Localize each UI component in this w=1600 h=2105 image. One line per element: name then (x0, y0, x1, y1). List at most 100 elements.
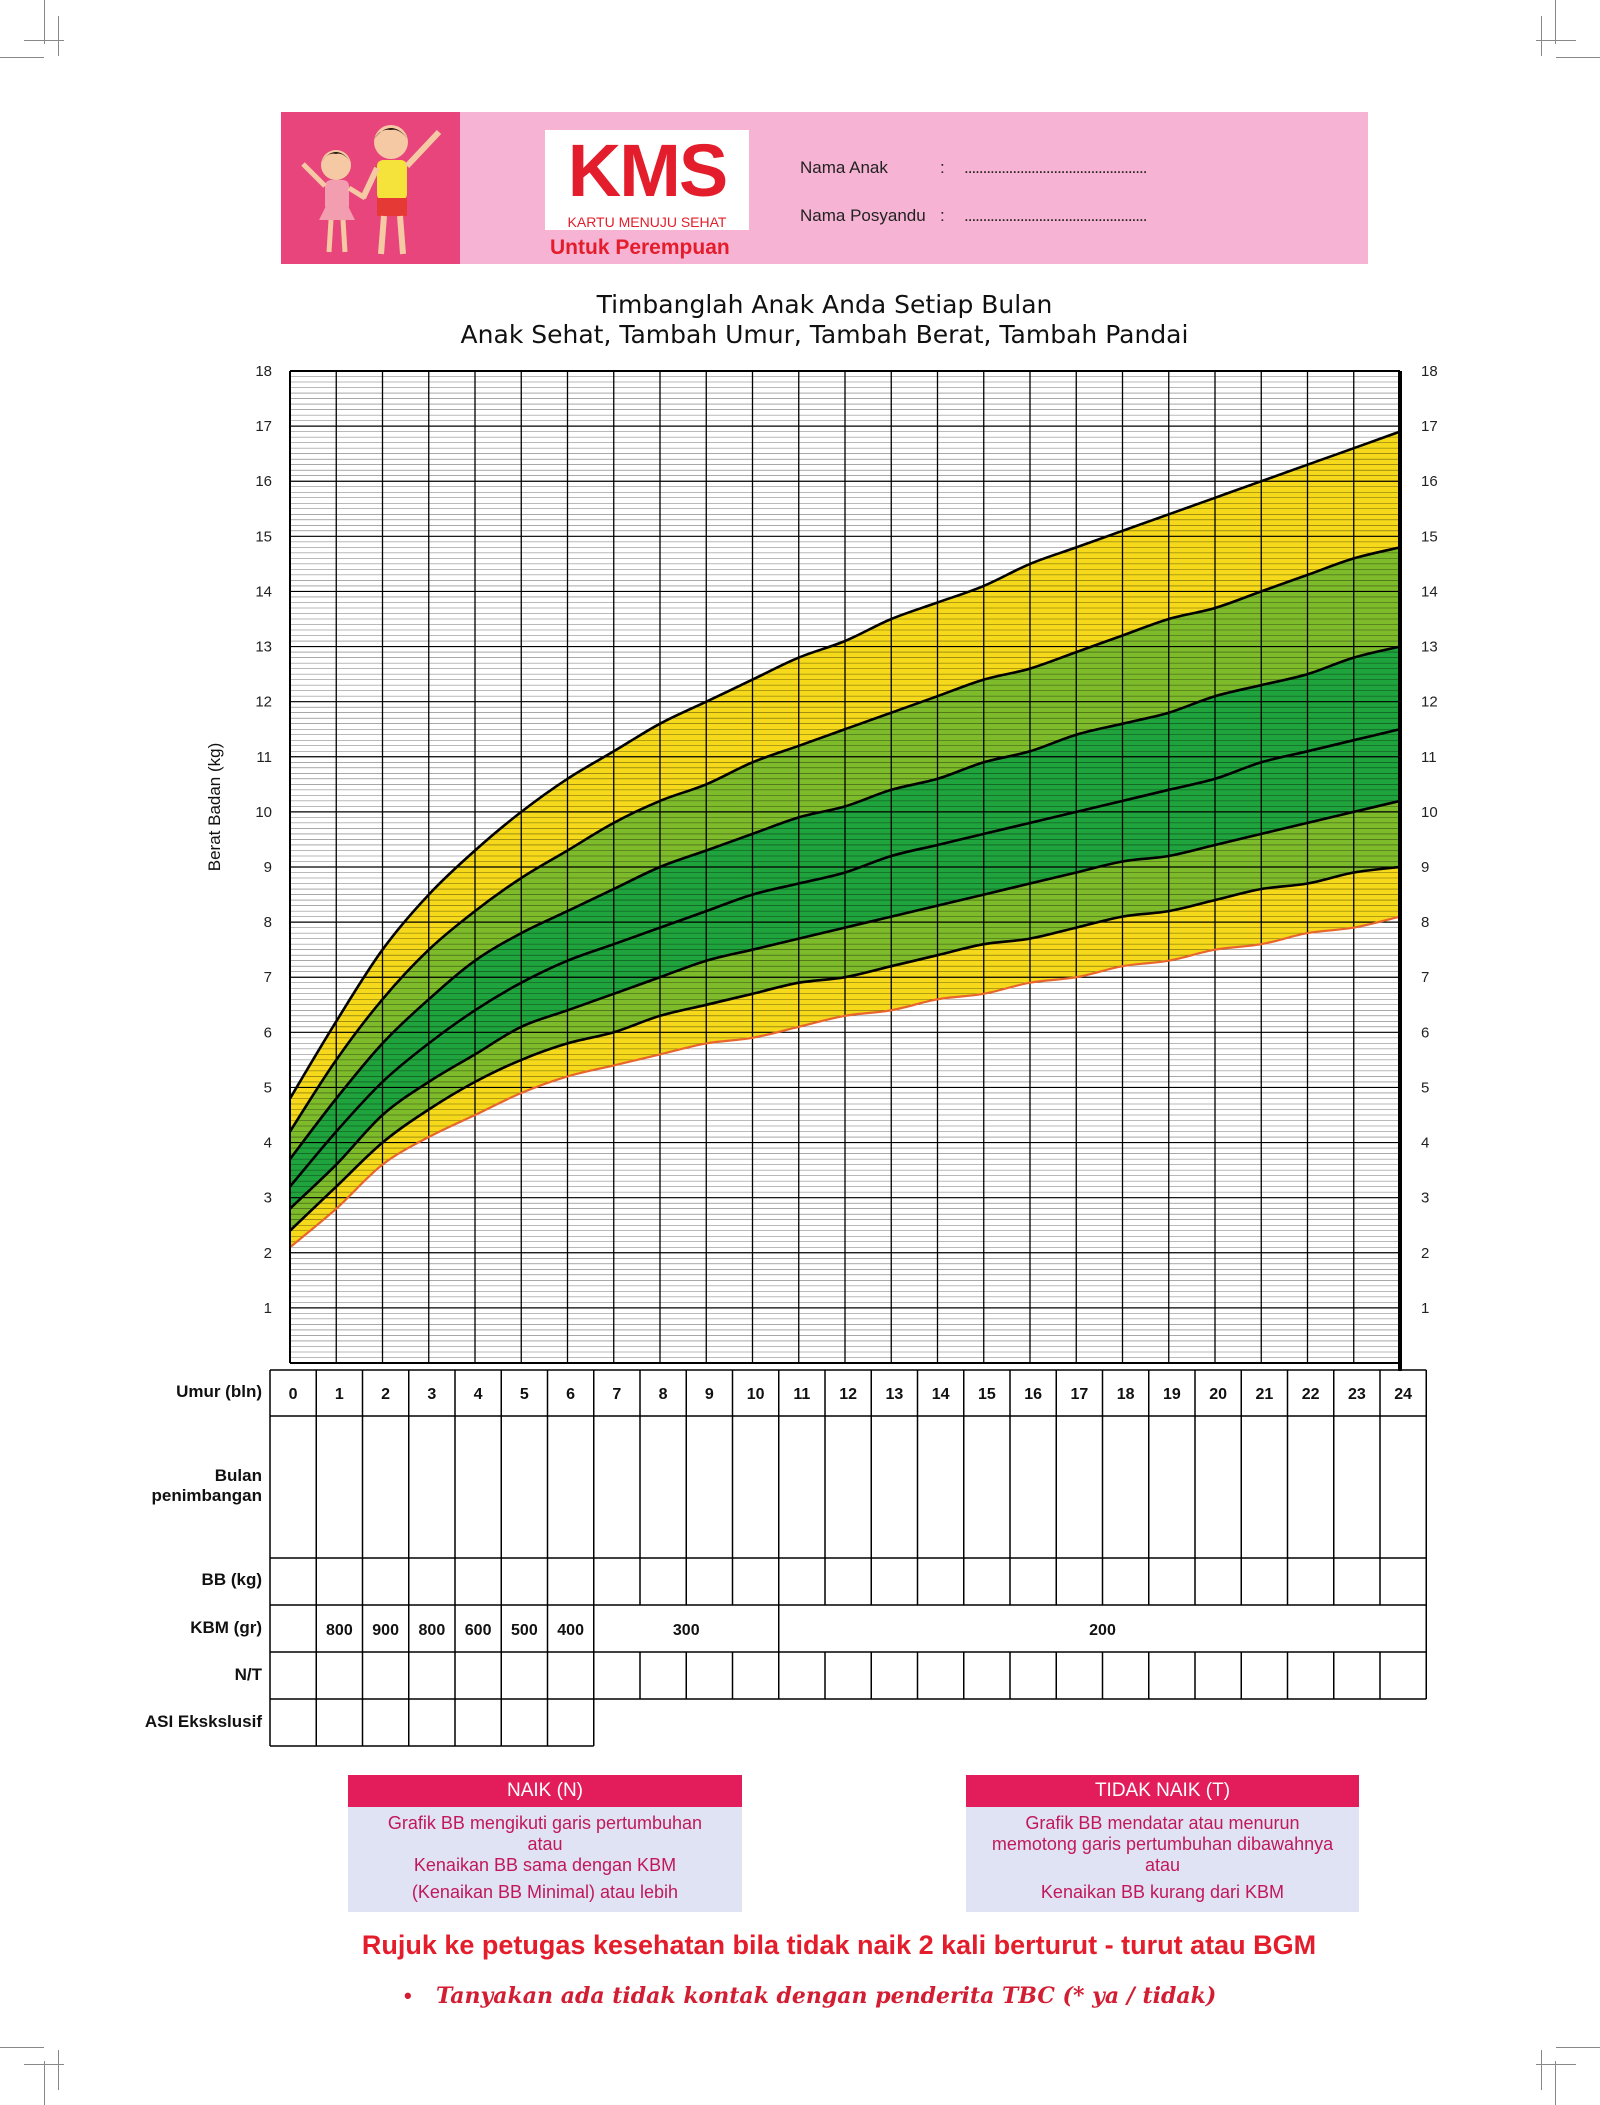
age-cell-label: 12 (839, 1386, 857, 1403)
naik-info-box: NAIK (N) Grafik BB mengikuti garis pertu… (348, 1775, 742, 1912)
age-cell-label: 23 (1348, 1386, 1366, 1403)
field-label-posyandu: Nama Posyandu (800, 206, 926, 225)
y-tick-label-right: 8 (1421, 914, 1429, 931)
y-tick-label-right: 16 (1421, 473, 1438, 490)
y-tick-label-right: 5 (1421, 1079, 1429, 1096)
age-cell-label: 22 (1302, 1386, 1320, 1403)
y-tick-label-right: 11 (1421, 749, 1437, 766)
age-cell-label: 2 (381, 1386, 390, 1403)
y-tick-label-right: 7 (1421, 969, 1429, 986)
naik-heading: NAIK (N) (348, 1775, 742, 1807)
age-cell-label: 16 (1024, 1386, 1042, 1403)
age-cell-label: 18 (1117, 1386, 1135, 1403)
age-cell-label: 1 (335, 1386, 344, 1403)
crop-mark (44, 2061, 45, 2105)
field-colon: : (940, 206, 945, 225)
y-tick-label-left: 10 (255, 804, 272, 821)
crop-mark (1536, 40, 1576, 41)
crop-mark (0, 57, 44, 58)
age-cell-label: 7 (612, 1386, 621, 1403)
y-tick-label-left: 15 (255, 528, 272, 545)
kms-logo: KMS KARTU MENUJU SEHAT (545, 130, 749, 230)
age-cell-label: 4 (474, 1386, 483, 1403)
row-label-nt: N/T (234, 1665, 262, 1684)
kbm-value: 300 (673, 1622, 700, 1639)
age-cell-label: 8 (659, 1386, 668, 1403)
children-icon (301, 125, 442, 255)
y-tick-label-left: 14 (255, 583, 272, 600)
y-tick-label-right: 17 (1421, 418, 1438, 435)
y-tick-label-left: 9 (264, 859, 272, 876)
kbm-value: 800 (326, 1622, 353, 1639)
row-label-weight: BB (kg) (201, 1570, 262, 1589)
kbm-value: 600 (465, 1622, 492, 1639)
crop-mark (1541, 2050, 1542, 2090)
y-tick-label-right: 15 (1421, 528, 1438, 545)
y-tick-label-right: 10 (1421, 804, 1438, 821)
y-tick-label-left: 18 (255, 363, 272, 380)
y-tick-label-right: 9 (1421, 859, 1429, 876)
crop-mark (1556, 57, 1600, 58)
y-tick-label-left: 12 (255, 694, 272, 711)
chart-title: Timbanglah Anak Anda Setiap Bulan (596, 290, 1053, 319)
growth-curve-5 (288, 546, 1401, 1133)
y-tick-label-right: 13 (1421, 639, 1438, 656)
y-tick-label-right: 1 (1421, 1300, 1429, 1317)
referral-notice: Rujuk ke petugas kesehatan bila tidak na… (361, 1930, 1317, 1960)
tbc-question: Tanyakan ada tidak kontak dengan penderi… (436, 1983, 1217, 2009)
tidak-naik-description: Grafik BB mendatar atau menurun memotong… (966, 1807, 1359, 1912)
growth-curve-1 (289, 865, 1401, 1232)
kbm-value: 800 (419, 1622, 446, 1639)
crop-mark (1556, 2047, 1600, 2048)
y-tick-label-right: 12 (1421, 694, 1438, 711)
age-cell-label: 10 (747, 1386, 765, 1403)
age-cell-label: 3 (427, 1386, 436, 1403)
growth-curve-6 (288, 430, 1401, 1100)
age-cell-label: 14 (932, 1386, 950, 1403)
y-tick-label-left: 7 (264, 969, 272, 986)
tidak-naik-line: Kenaikan BB kurang dari KBM (1040, 1882, 1285, 1902)
growth-curve-4 (288, 645, 1401, 1160)
child-name-field[interactable]: ........................................… (964, 158, 1147, 177)
age-cell-label: 15 (978, 1386, 996, 1403)
y-tick-label-left: 17 (255, 418, 272, 435)
y-tick-label-left: 5 (264, 1079, 272, 1096)
posyandu-name-field[interactable]: ........................................… (964, 206, 1147, 225)
y-tick-label-right: 2 (1421, 1245, 1429, 1262)
age-cell-label: 21 (1255, 1386, 1273, 1403)
crop-mark (1555, 2061, 1556, 2105)
age-cell-label: 13 (885, 1386, 903, 1403)
y-tick-label-left: 11 (256, 749, 272, 766)
crop-mark (1555, 0, 1556, 44)
y-axis-label: Berat Badan (kg) (205, 743, 224, 872)
age-cell-label: 0 (289, 1386, 298, 1403)
kms-header: KMS KARTU MENUJU SEHAT Untuk Perempuan N… (281, 112, 1368, 264)
crop-mark (44, 0, 45, 44)
naik-line: atau (527, 1834, 563, 1854)
age-cell-label: 20 (1209, 1386, 1227, 1403)
age-cell-label: 24 (1394, 1386, 1412, 1403)
field-colon: : (940, 158, 945, 177)
naik-line: Grafik BB mengikuti garis pertumbuhan (387, 1813, 703, 1833)
crop-mark (1541, 16, 1542, 56)
y-tick-label-left: 8 (264, 914, 272, 931)
row-label-asi: ASI Ekskslusif (144, 1712, 262, 1731)
y-tick-label-left: 13 (255, 639, 272, 656)
y-tick-label-left: 4 (264, 1135, 272, 1152)
y-tick-label-right: 6 (1421, 1024, 1429, 1041)
naik-line: (Kenaikan BB Minimal) atau lebih (411, 1882, 679, 1902)
age-cell-label: 9 (705, 1386, 714, 1403)
chart-subtitle: Anak Sehat, Tambah Umur, Tambah Berat, T… (460, 320, 1189, 349)
y-tick-label-right: 3 (1421, 1190, 1429, 1207)
field-label-child-name: Nama Anak (800, 158, 888, 177)
row-label-age: Umur (bln) (176, 1382, 262, 1401)
gender-label: Untuk Perempuan (550, 236, 730, 259)
tidak-naik-line: Grafik BB mendatar atau menurun (1025, 1813, 1300, 1833)
y-tick-label-right: 14 (1421, 583, 1438, 600)
age-cell-label: 6 (566, 1386, 575, 1403)
growth-curve-3 (289, 727, 1401, 1188)
growth-curve-2 (289, 799, 1401, 1210)
bullet-icon: • (404, 1983, 412, 2008)
tidak-naik-info-box: TIDAK NAIK (T) Grafik BB mendatar atau m… (966, 1775, 1359, 1912)
crop-mark (0, 2047, 44, 2048)
